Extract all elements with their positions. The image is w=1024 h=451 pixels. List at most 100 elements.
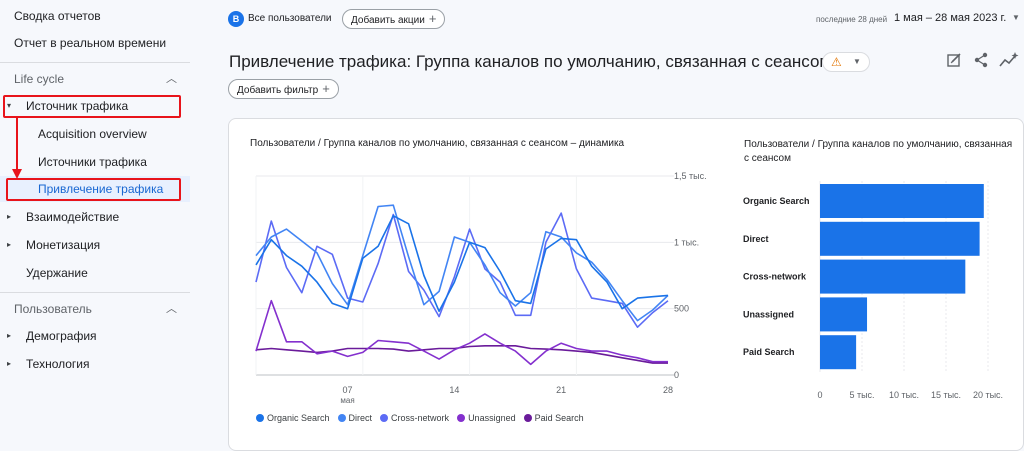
add-comparison-label: Добавить акции — [351, 15, 425, 26]
date-range-picker[interactable]: 1 мая – 28 мая 2023 г. — [894, 12, 1007, 24]
legend-label: Cross-network — [391, 413, 450, 423]
legend-swatch — [256, 414, 264, 422]
line-chart-y-tick-label: 1 тыс. — [674, 237, 699, 247]
chevron-up-icon[interactable]: ︿ — [166, 303, 177, 315]
line-chart-y-tick-label: 0 — [674, 370, 679, 380]
annotation-arrow — [12, 117, 22, 179]
line-series-unassigned — [255, 299, 668, 366]
nav-traffic-acquisition[interactable]: Привлечение трафика — [0, 176, 190, 202]
warning-icon: ⚠ — [831, 55, 842, 69]
bar-chart-x-tick-label: 0 — [817, 390, 822, 400]
line-chart-y-tick-label: 500 — [674, 304, 689, 314]
edit-report-icon[interactable] — [946, 52, 962, 72]
nav-engagement-label: Взаимодействие — [26, 210, 120, 224]
line-chart-x-tick-label: 28 — [663, 385, 673, 395]
nav-demographics-label: Демография — [26, 329, 97, 343]
legend-label: Organic Search — [267, 413, 330, 423]
line-chart-x-tick-label: 07 — [343, 385, 353, 395]
sidebar-divider — [0, 292, 190, 293]
section-user-label: Пользователь — [14, 302, 92, 316]
legend-swatch — [337, 414, 346, 422]
data-quality-chip[interactable]: ⚠ ▼ — [822, 52, 870, 72]
caret-down-icon: ▾ — [7, 101, 12, 110]
section-lifecycle-label: Life cycle — [14, 72, 65, 86]
bar-chart-x-tick-label: 20 тыс. — [973, 390, 1003, 400]
line-chart-y-tick-label: 1,5 тыс. — [674, 171, 707, 181]
legend-item[interactable]: Cross-network — [380, 413, 449, 423]
sidebar-divider — [0, 62, 190, 63]
nav-acquisition-overview[interactable]: Acquisition overview — [0, 121, 190, 147]
bar-category-label: Organic Search — [743, 196, 810, 206]
nav-technology-label: Технология — [26, 357, 90, 371]
legend-swatch — [457, 414, 466, 422]
line-series-cross-network — [255, 212, 669, 329]
legend-item[interactable]: Direct — [337, 413, 372, 423]
nav-realtime[interactable]: Отчет в реальном времени — [0, 30, 190, 56]
segment-label[interactable]: Все пользователи — [248, 13, 332, 24]
page-title: Привлечение трафика: Группа каналов по у… — [229, 52, 832, 71]
bar-chart-x-tick-label: 15 тыс. — [931, 390, 961, 400]
line-chart-title: Пользователи / Группа каналов по умолчан… — [250, 138, 625, 149]
caret-right-icon: ▸ — [7, 331, 12, 340]
highlight-box-traffic-source — [3, 95, 181, 118]
nav-traffic-source[interactable]: ▾ Источник трафика — [0, 93, 190, 119]
plus-icon: + — [322, 81, 330, 96]
line-chart-legend: Organic Search Direct Cross-network Unassig… — [256, 413, 592, 423]
caret-right-icon: ▸ — [7, 240, 12, 249]
legend-item[interactable]: Organic Search — [256, 413, 330, 423]
bar-chart-x-tick-label: 10 тыс. — [889, 390, 919, 400]
caret-right-icon: ▸ — [7, 212, 12, 221]
legend-item[interactable]: Unassigned — [457, 413, 516, 423]
line-chart-x-tick-label: 21 — [556, 385, 566, 395]
legend-swatch — [523, 414, 532, 422]
nav-engagement[interactable]: ▸ Взаимодействие — [0, 204, 190, 230]
bar-direct — [820, 221, 980, 256]
nav-retention-label: Удержание — [26, 266, 88, 280]
nav-realtime-label: Отчет в реальном времени — [14, 36, 167, 50]
line-chart-x-tick-label: 14 — [449, 385, 459, 395]
bar-paid-search — [820, 335, 857, 370]
nav-monetization-label: Монетизация — [26, 238, 101, 252]
legend-label: Unassigned — [468, 413, 516, 423]
plus-icon: + — [428, 11, 437, 26]
caret-down-icon[interactable]: ▼ — [1012, 13, 1020, 22]
bar-category-label: Cross-network — [743, 272, 807, 282]
date-hint: последние 28 дней — [816, 15, 888, 24]
nav-demographics[interactable]: ▸ Демография — [0, 323, 190, 349]
section-lifecycle[interactable]: Life cycle ︿ — [0, 66, 190, 92]
insights-icon[interactable] — [999, 52, 1019, 72]
nav-traffic-source-label: Источник трафика — [26, 99, 129, 113]
nav-technology[interactable]: ▸ Технология — [0, 351, 190, 377]
section-user[interactable]: Пользователь ︿ — [0, 296, 190, 322]
bar-chart-x-tick-label: 5 тыс. — [849, 390, 874, 400]
nav-traffic-sources-label: Источники трафика — [38, 155, 147, 169]
nav-traffic-sources[interactable]: Источники трафика — [0, 149, 190, 175]
share-icon[interactable] — [973, 52, 989, 72]
bar-unassigned — [820, 297, 868, 332]
bar-chart-title: Пользователи / Группа каналов по умолчан… — [744, 139, 1013, 164]
nav-retention[interactable]: Удержание — [0, 260, 190, 286]
legend-label: Paid Search — [534, 413, 584, 423]
chevron-up-icon[interactable]: ︿ — [166, 73, 177, 85]
nav-monetization[interactable]: ▸ Монетизация — [0, 232, 190, 258]
bar-category-label: Paid Search — [743, 347, 795, 357]
caret-down-icon: ▼ — [853, 57, 861, 66]
line-chart-x-tick-sublabel: мая — [340, 396, 354, 405]
bar-category-label: Unassigned — [743, 309, 794, 319]
sidebar: Сводка отчетов Отчет в реальном времени … — [0, 0, 190, 451]
nav-acquisition-overview-label: Acquisition overview — [38, 127, 147, 141]
caret-right-icon: ▸ — [7, 359, 12, 368]
top-bar: В Все пользователи Добавить акции + после… — [190, 0, 1024, 40]
nav-reports-snapshot[interactable]: Сводка отчетов — [0, 3, 190, 29]
line-series-organic-search — [255, 215, 669, 313]
legend-swatch — [380, 414, 389, 422]
segment-badge[interactable]: В — [228, 11, 244, 27]
add-comparison-button[interactable]: Добавить акции + — [342, 9, 446, 29]
highlight-box-traffic-acquisition — [6, 178, 181, 201]
bar-category-label: Direct — [743, 234, 769, 244]
bar-organic-search — [820, 184, 984, 218]
add-filter-button[interactable]: Добавить фильтр + — [228, 79, 339, 99]
legend-item[interactable]: Paid Search — [523, 413, 584, 423]
